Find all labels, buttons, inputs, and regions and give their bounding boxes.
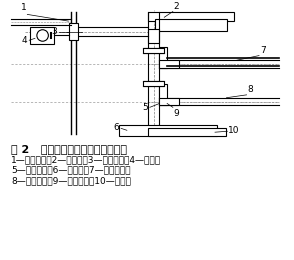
Bar xyxy=(159,47,167,68)
Bar xyxy=(148,29,159,43)
Text: 3: 3 xyxy=(51,27,57,36)
Text: 1—大皮带轮；2—减速机；3—小皮带轮；4—电机；: 1—大皮带轮；2—减速机；3—小皮带轮；4—电机； xyxy=(11,155,161,164)
Bar xyxy=(30,27,54,44)
Text: 2: 2 xyxy=(174,2,179,11)
Text: 8: 8 xyxy=(248,85,253,94)
Text: 5: 5 xyxy=(142,103,148,112)
Bar xyxy=(148,126,159,134)
Bar xyxy=(69,23,78,40)
Circle shape xyxy=(37,30,48,41)
Bar xyxy=(148,11,234,21)
Text: 10: 10 xyxy=(228,126,240,135)
Text: 4: 4 xyxy=(22,36,27,45)
Text: 图 2   修改后的槽式洗矿机传动装置: 图 2 修改后的槽式洗矿机传动装置 xyxy=(11,144,127,154)
Bar xyxy=(159,60,178,68)
Text: 9: 9 xyxy=(174,109,180,118)
Text: 8—左螺旋轴；9—大锥齿轮；10—直齿轮: 8—左螺旋轴；9—大锥齿轮；10—直齿轮 xyxy=(11,176,131,185)
Text: 5—小锥齿轮；6—直齿轮；7—右螺旋轴；: 5—小锥齿轮；6—直齿轮；7—右螺旋轴； xyxy=(11,166,131,175)
Bar xyxy=(148,128,226,136)
Bar xyxy=(143,48,164,53)
Text: 6: 6 xyxy=(113,123,119,132)
Bar xyxy=(143,81,164,86)
Bar xyxy=(155,19,228,31)
Bar xyxy=(121,126,150,134)
Text: 1: 1 xyxy=(21,3,26,12)
Bar xyxy=(159,98,178,105)
Bar xyxy=(159,84,167,105)
Bar xyxy=(119,125,217,136)
Text: 7: 7 xyxy=(260,46,266,55)
